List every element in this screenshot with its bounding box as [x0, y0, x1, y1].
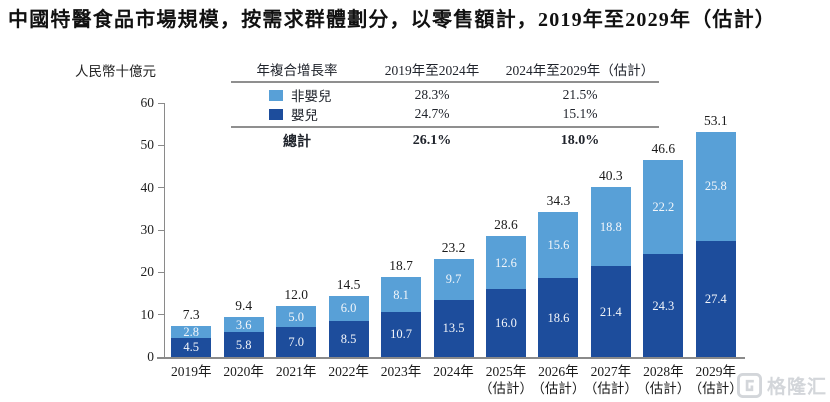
y-tick-label: 60	[140, 95, 155, 110]
table-row: 嬰兒 24.7% 15.1%	[231, 104, 659, 123]
bar-total-label: 18.7	[389, 258, 413, 274]
y-axis-label: 人民幣十億元	[75, 64, 156, 79]
gelonghui-logo-icon	[736, 373, 762, 398]
bar-segment-non-infant: 12.6	[485, 235, 526, 290]
legend-swatch-infant-icon	[269, 108, 283, 120]
bar-segment-non-infant: 5.0	[276, 306, 317, 328]
bar-total-label: 28.6	[494, 216, 518, 232]
bar-segment-non-infant: 25.8	[695, 131, 736, 242]
watermark: 格隆汇	[736, 372, 827, 399]
x-axis-category-label: 2025年 （估計）	[478, 364, 533, 396]
bar-segment-infant: 16.0	[485, 289, 526, 357]
x-axis-category-label: 2019年	[170, 364, 212, 379]
bar-segment-non-infant: 3.6	[223, 317, 264, 333]
y-tick-label: 40	[140, 179, 155, 195]
bar-segment-non-infant: 15.6	[538, 212, 579, 279]
legend-label-infant: 嬰兒	[291, 108, 318, 123]
bar-total-label: 7.3	[182, 307, 200, 323]
y-tick-label: 20	[140, 264, 155, 280]
bar-segment-infant: 4.5	[171, 337, 212, 357]
bar-segment-infant: 5.8	[223, 332, 264, 357]
bar-segment-infant: 10.7	[381, 311, 422, 357]
x-axis-category-label: 2024年	[433, 364, 474, 379]
table-row: 非嬰兒 28.3% 21.5%	[231, 85, 659, 104]
bar-segment-non-infant: 8.1	[381, 277, 422, 312]
legend-item-infant: 嬰兒	[231, 104, 363, 124]
bar-total-label: 9.4	[235, 298, 253, 314]
x-axis-category-label: 2023年	[380, 364, 422, 379]
x-axis-category-label: 2028年 （估計）	[636, 364, 691, 396]
cagr-total-2024-2029: 18.0%	[560, 133, 600, 148]
bar-segment-infant: 24.3	[643, 254, 684, 357]
bar-segment-non-infant: 9.7	[433, 258, 474, 300]
bar-segment-infant: 7.0	[276, 327, 317, 357]
cagr-table-body: 非嬰兒 28.3% 21.5% 嬰兒 24.7% 15.1%	[231, 83, 659, 128]
total-label: 總計	[283, 135, 311, 150]
plot-area: 0 10 20 30 40 50 60 4.5 2.8 7.3 2019年 5.8 3.6 9.4 2020…	[141, 96, 745, 396]
y-tick-label: 30	[140, 222, 155, 237]
cagr-infant-2024-2029: 15.1%	[562, 106, 598, 121]
bar-total-label: 53.1	[703, 112, 728, 128]
cagr-header-period-1: 2019年至2024年	[384, 62, 480, 78]
x-axis-category-label: 2020年	[223, 364, 264, 379]
bar-segment-non-infant: 2.8	[171, 326, 212, 338]
cagr-infant-2019-2024: 24.7%	[414, 106, 450, 121]
bar-segment-infant: 27.4	[695, 241, 736, 357]
cagr-non-infant-2024-2029: 21.5%	[562, 87, 598, 102]
y-tick-mark	[158, 271, 164, 273]
x-axis-category-label: 2021年	[275, 364, 317, 379]
bar-total-label: 14.5	[336, 276, 361, 292]
bar-segment-non-infant: 22.2	[643, 160, 684, 255]
bar-total-label: 46.6	[651, 141, 676, 157]
bar-total-label: 40.3	[599, 167, 623, 183]
x-axis-category-label: 2029年 （估計）	[688, 364, 743, 396]
legend-swatch-non-infant-icon	[269, 89, 283, 101]
y-tick-mark	[158, 314, 164, 316]
y-tick-mark	[158, 356, 164, 358]
y-tick-mark	[158, 187, 164, 189]
cagr-table: 年複合增長率 2019年至2024年 2024年至2029年（估計） 非嬰兒 2…	[231, 56, 659, 154]
cagr-table-header: 年複合增長率 2019年至2024年 2024年至2029年（估計）	[231, 56, 659, 83]
legend-label-non-infant: 非嬰兒	[291, 89, 332, 104]
cagr-header-metric: 年複合增長率	[256, 62, 338, 78]
cagr-total-2019-2024: 26.1%	[412, 133, 452, 148]
bar-segment-infant: 18.6	[538, 278, 579, 357]
bar-total-label: 23.2	[441, 239, 466, 255]
y-tick-label: 50	[140, 137, 155, 153]
bar-total-label: 12.0	[284, 287, 308, 303]
bar-segment-infant: 21.4	[590, 266, 631, 357]
bar-segment-infant: 13.5	[433, 299, 474, 357]
y-tick-mark	[158, 102, 164, 104]
chart-title: 中國特醫食品市場規模，按需求群體劃分，以零售額計，2019年至2029年（估計）	[8, 9, 776, 31]
watermark-text: 格隆汇	[766, 377, 827, 398]
cagr-non-infant-2019-2024: 28.3%	[414, 87, 450, 102]
bar-segment-non-infant: 18.8	[590, 186, 631, 267]
legend-item-non-infant: 非嬰兒	[231, 85, 363, 105]
cagr-table-total-row: 總計 26.1% 18.0%	[231, 128, 659, 154]
y-tick-label: 0	[147, 349, 154, 364]
x-axis-category-label: 2022年	[328, 364, 369, 379]
x-axis-line	[157, 357, 745, 359]
bar-segment-infant: 8.5	[328, 321, 369, 357]
y-tick-label: 10	[140, 306, 155, 322]
x-axis-category-label: 2027年 （估計）	[583, 364, 638, 396]
x-axis-category-label: 2026年 （估計）	[531, 364, 586, 396]
bar-total-label: 34.3	[546, 193, 571, 209]
bar-segment-non-infant: 6.0	[328, 295, 369, 322]
cagr-header-period-2: 2024年至2029年（估計）	[505, 62, 655, 78]
y-tick-mark	[158, 229, 164, 231]
y-tick-mark	[158, 144, 164, 146]
